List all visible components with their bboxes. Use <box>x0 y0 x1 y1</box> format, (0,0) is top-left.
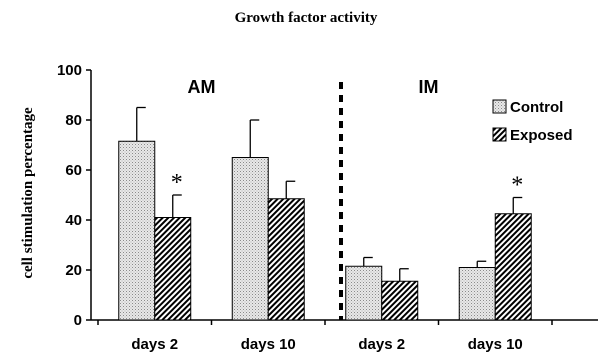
bar-control <box>345 265 383 321</box>
y-axis-label: cell stimulation percentage <box>20 107 36 279</box>
y-tick-label: 100 <box>57 62 82 79</box>
significance-star: * <box>511 173 523 199</box>
y-tick-label: 80 <box>65 112 82 129</box>
group-label-im: IM <box>419 77 439 97</box>
x-tick-label: days 2 <box>358 336 405 353</box>
group-label-am: AM <box>188 77 216 97</box>
bar-exposed <box>154 217 192 321</box>
legend-label-control: Control <box>510 99 563 116</box>
significance-star: * <box>171 170 183 196</box>
y-tick-label: 60 <box>65 162 82 179</box>
bar-control <box>231 157 269 321</box>
labels: days 2 days 10 days 2 days 10 AM IM * * <box>131 77 523 353</box>
bar-exposed <box>494 213 532 321</box>
bars <box>118 106 532 321</box>
x-tick-label: days 2 <box>131 336 178 353</box>
legend-label-exposed: Exposed <box>510 127 573 144</box>
legend-swatch-control <box>492 99 507 114</box>
bar-control <box>118 140 156 321</box>
legend-swatch-exposed <box>492 127 507 142</box>
x-tick-label: days 10 <box>241 336 296 353</box>
bar-exposed <box>381 280 419 321</box>
bar-exposed <box>267 198 305 321</box>
bar-control <box>458 267 496 321</box>
y-tick-label: 0 <box>74 312 82 329</box>
chart-title: Growth factor activity <box>235 10 378 26</box>
legend: Control Exposed <box>492 99 573 144</box>
y-tick-label: 20 <box>65 262 82 279</box>
x-tick-label: days 10 <box>468 336 523 353</box>
y-tick-label: 40 <box>65 212 82 229</box>
